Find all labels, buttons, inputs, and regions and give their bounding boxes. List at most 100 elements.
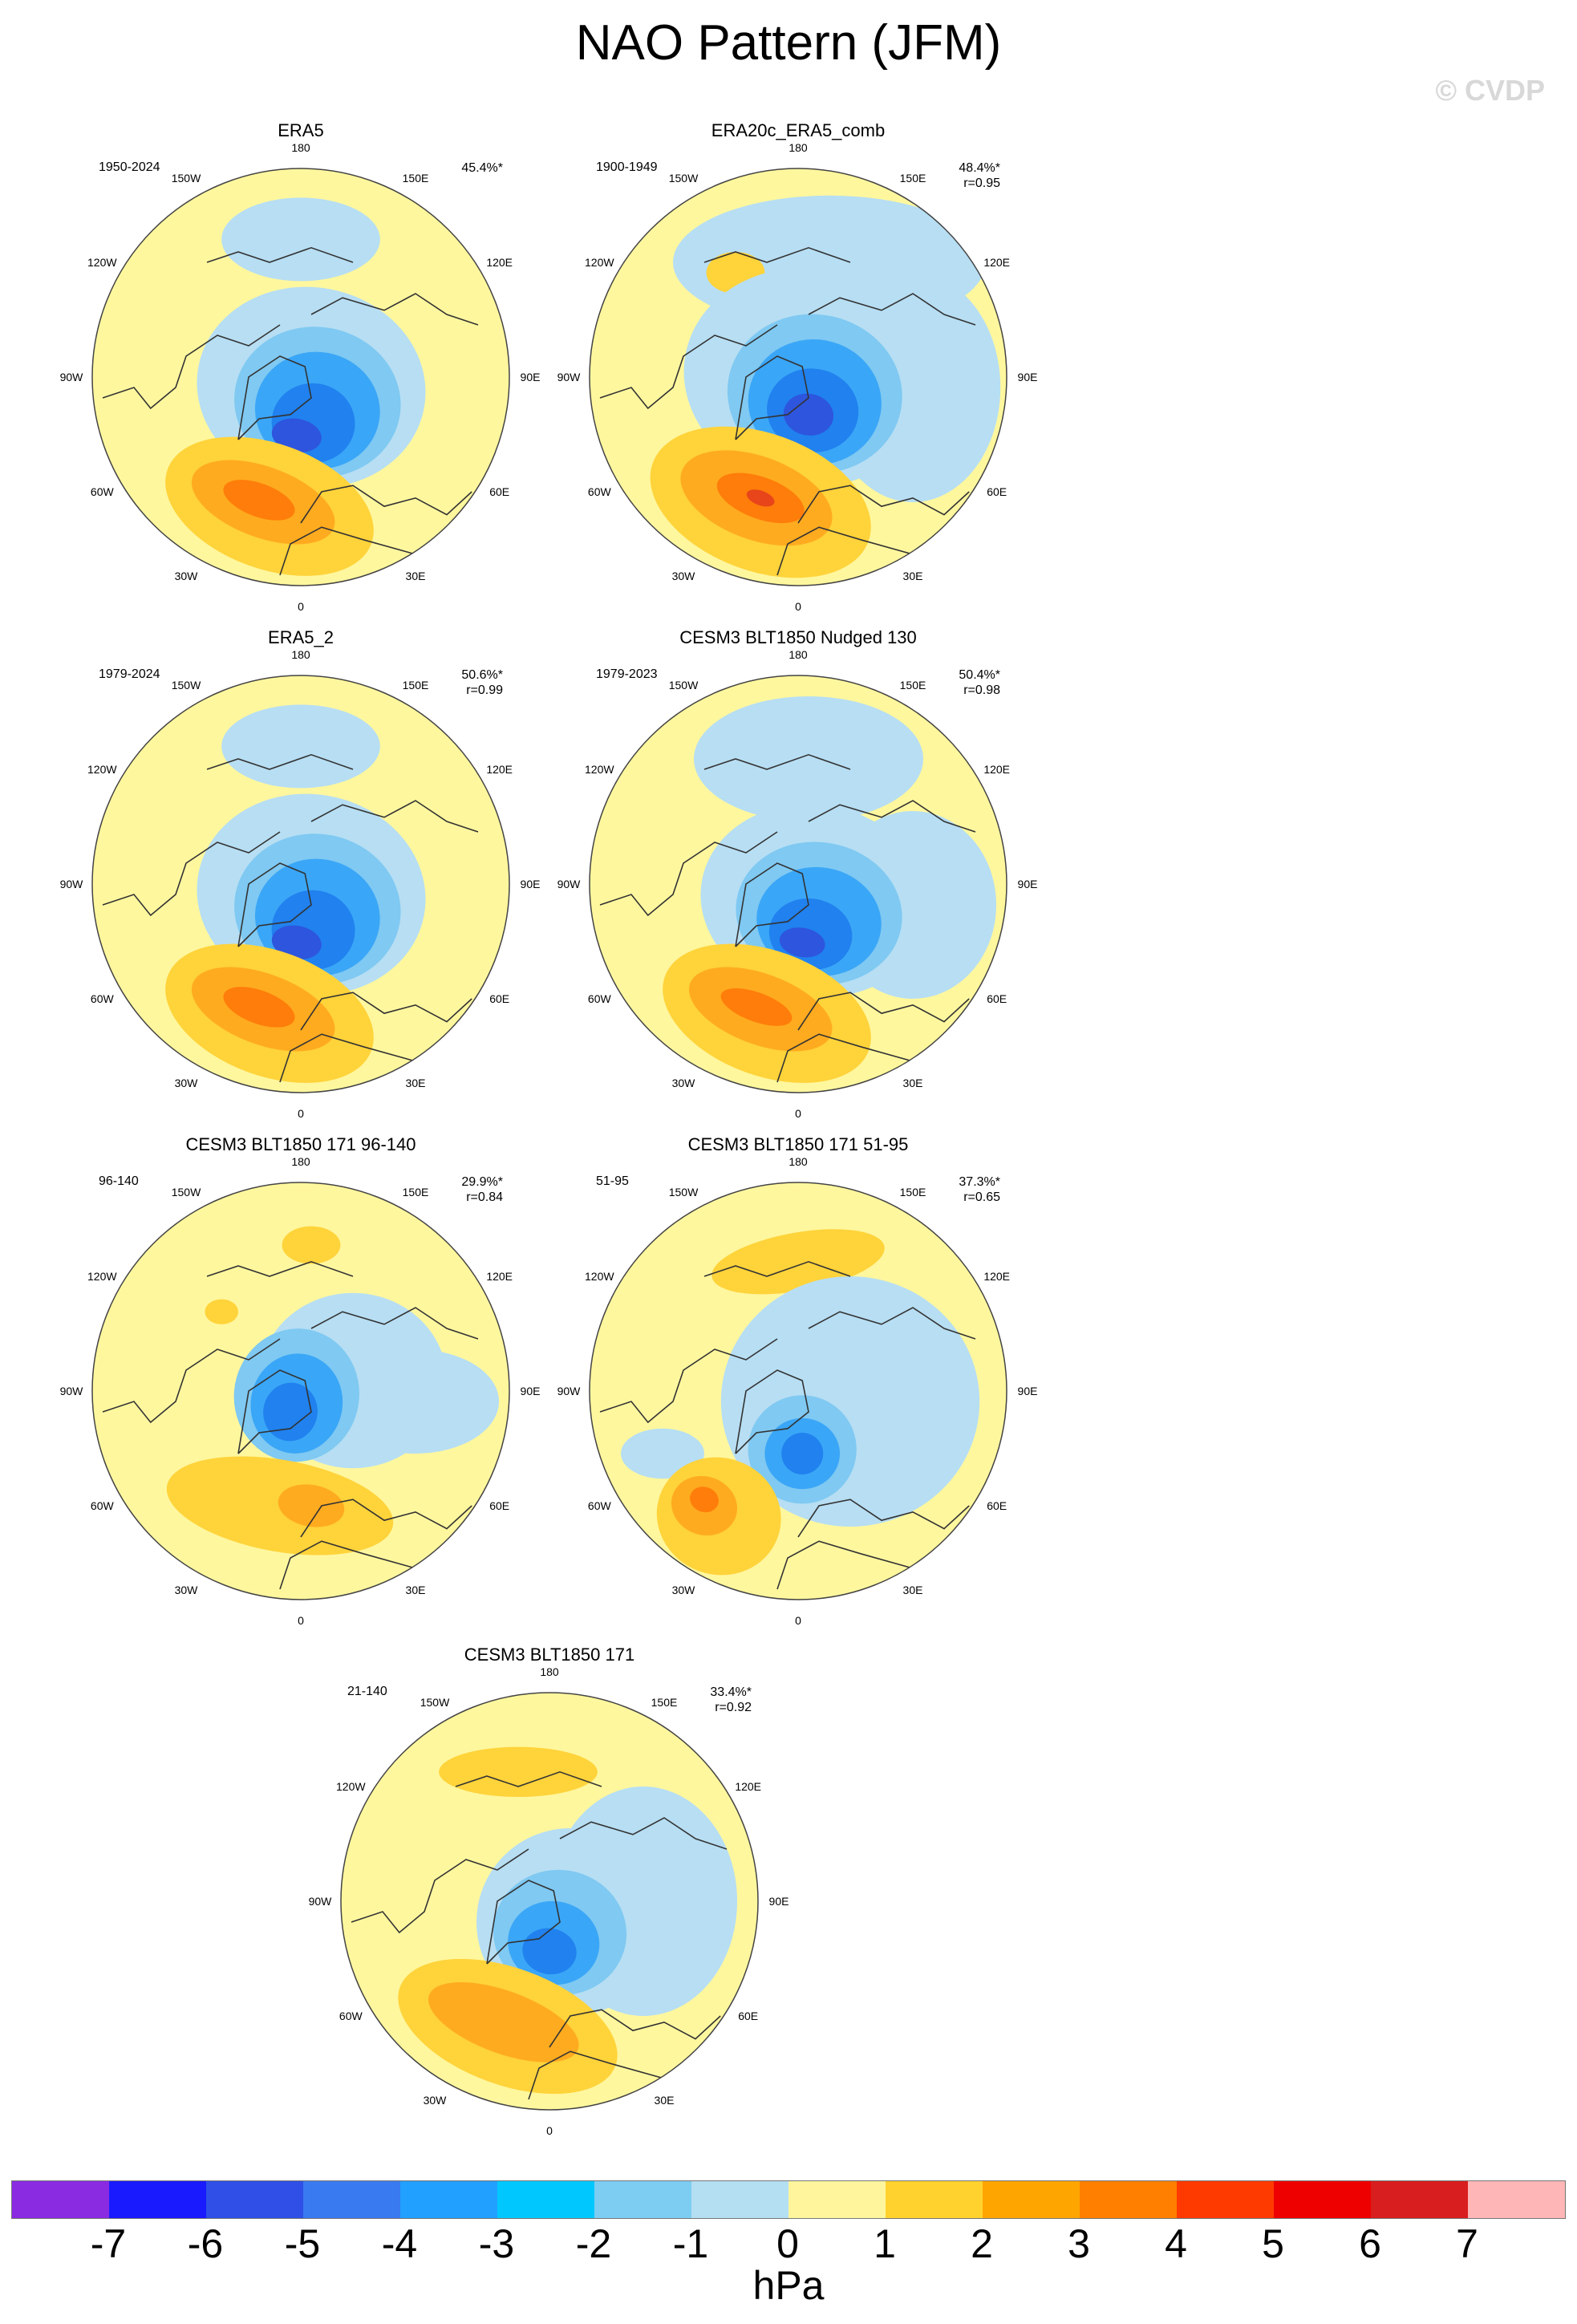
longitude-label: 30W (671, 569, 695, 582)
coastline (486, 1880, 561, 1965)
longitude-label: 0 (795, 1107, 801, 1120)
polar-map (91, 1182, 510, 1600)
longitude-label: 30E (405, 1076, 426, 1089)
coastline (776, 1540, 914, 1590)
panel-title: ERA5 (278, 120, 324, 140)
longitude-label: 60E (489, 992, 510, 1005)
explained-variance: 50.4%* (959, 668, 1000, 682)
longitude-label: 0 (795, 1614, 801, 1627)
colorbar-swatch (1080, 2181, 1177, 2218)
longitude-label: 90E (768, 1895, 789, 1908)
longitude-label: 180 (291, 648, 310, 661)
longitude-label: 180 (788, 648, 808, 661)
longitude-label: 60E (738, 2010, 759, 2022)
longitude-label: 30W (671, 1076, 695, 1089)
coastline (102, 831, 281, 917)
longitude-label: 120W (336, 1780, 366, 1793)
map-panel: CESM3 BLT1850 171 51-95 51-95 37.3%* r=0.65… (557, 1134, 1039, 1632)
coastline (279, 1033, 416, 1083)
pattern-correlation: r=0.92 (715, 1701, 752, 1714)
longitude-label: 30W (174, 1583, 198, 1596)
pressure-contour (282, 1226, 341, 1264)
longitude-label: 180 (291, 1155, 310, 1168)
explained-variance: 48.4%* (959, 161, 1000, 175)
pattern-correlation: r=0.65 (963, 1190, 1000, 1204)
longitude-label: 30W (671, 1583, 695, 1596)
panel-stats: 45.4%* (461, 160, 503, 176)
colorbar-swatch (983, 2181, 1080, 2218)
polar-map (91, 168, 510, 586)
pressure-contour (720, 988, 793, 1026)
panel-stats: 29.9%* r=0.84 (461, 1174, 503, 1205)
coastline (703, 753, 851, 770)
longitude-label: 60E (987, 1499, 1007, 1512)
explained-variance: 50.6%* (461, 668, 503, 682)
coastline (549, 2009, 721, 2048)
map-boundary (589, 168, 1007, 586)
longitude-label: 90W (308, 1895, 332, 1908)
coastline (797, 992, 970, 1031)
pressure-contour (221, 197, 380, 282)
panel-stats: 48.4%* r=0.95 (959, 160, 1000, 191)
explained-variance: 37.3%* (959, 1175, 1000, 1189)
map-boundary (589, 1182, 1007, 1600)
pressure-contour (439, 1746, 598, 1797)
pressure-contour (263, 1382, 318, 1442)
longitude-label: 0 (298, 1614, 304, 1627)
longitude-label: 30E (902, 1583, 923, 1596)
coastline (300, 992, 472, 1031)
longitude-label: 120W (87, 1270, 117, 1283)
longitude-label: 60E (987, 485, 1007, 498)
panel-stats: 37.3%* r=0.65 (959, 1174, 1000, 1205)
longitude-label: 30W (423, 2093, 447, 2107)
longitude-label: 30E (654, 2093, 675, 2107)
map-boundary (91, 675, 510, 1093)
coastline (102, 324, 281, 410)
colorbar-tick-label: -6 (187, 2221, 224, 2266)
longitude-label: 90W (59, 1385, 83, 1397)
colorbar-tick-label: -4 (381, 2221, 418, 2266)
longitude-label: 60W (339, 2010, 363, 2022)
colorbar-swatch (400, 2181, 497, 2218)
longitude-label: 120E (486, 1270, 513, 1283)
colorbar-swatch (594, 2181, 691, 2218)
colorbar (11, 2180, 1566, 2219)
longitude-label: 30E (902, 1076, 923, 1089)
pressure-contour (783, 393, 834, 436)
coastline (237, 1369, 312, 1454)
map-panel: CESM3 BLT1850 171 21-140 33.4%* r=0.92 180 15… (309, 1645, 790, 2142)
panel-title: ERA5_2 (268, 627, 334, 647)
longitude-label: 90E (1017, 878, 1038, 890)
map-panel: ERA5_2 1979-2024 50.6%* r=0.99 180 150E 120E 90… (60, 627, 541, 1125)
colorbar-swatch (886, 2181, 983, 2218)
longitude-label: 150E (402, 679, 429, 692)
map-panel: CESM3 BLT1850 171 96-140 96-140 29.9%* r=0.… (60, 1134, 541, 1632)
colorbar-tick-label: 1 (874, 2221, 896, 2266)
panel-stats: 50.6%* r=0.99 (461, 667, 503, 698)
longitude-label: 30W (174, 569, 198, 582)
coastline (735, 862, 809, 947)
map-boundary (91, 168, 510, 586)
pressure-contour (746, 489, 775, 507)
longitude-label: 150E (899, 172, 926, 185)
polar-map (589, 1182, 1007, 1600)
pattern-correlation: r=0.98 (963, 683, 1000, 697)
panel-years: 1900-1949 (596, 160, 658, 174)
longitude-label: 180 (540, 1665, 559, 1678)
coastline (776, 526, 914, 576)
colorbar-swatch (12, 2181, 109, 2218)
longitude-label: 120W (87, 256, 117, 269)
colorbar-swatch (1371, 2181, 1468, 2218)
colorbar-tick-label: -7 (90, 2221, 127, 2266)
longitude-label: 150W (171, 679, 201, 692)
colorbar-tick-label: 7 (1456, 2221, 1478, 2266)
coastline (310, 1307, 479, 1340)
panel-title: CESM3 BLT1850 171 (464, 1645, 635, 1665)
coastline (735, 1369, 809, 1454)
colorbar-swatch (303, 2181, 400, 2218)
longitude-label: 0 (298, 600, 304, 613)
longitude-label: 0 (546, 2124, 553, 2137)
longitude-label: 30E (405, 569, 426, 582)
colorbar-swatch (1177, 2181, 1274, 2218)
longitude-label: 60W (90, 485, 114, 498)
